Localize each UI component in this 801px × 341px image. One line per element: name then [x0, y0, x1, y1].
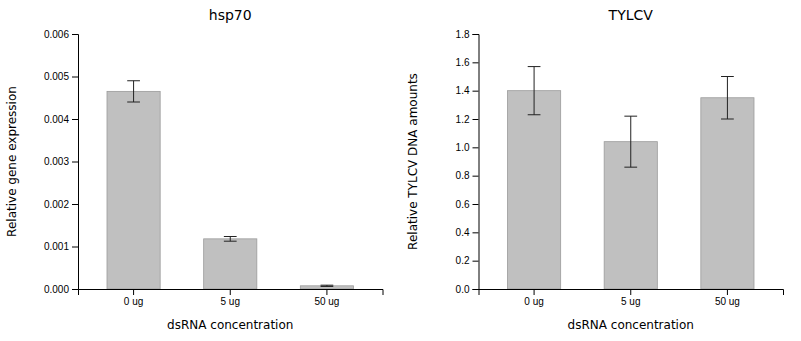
tick: 0.002 — [44, 199, 78, 210]
error-bar — [624, 116, 637, 167]
y-axis: 0.000 0.001 0.002 0.003 0.004 0.005 0.006 — [44, 29, 79, 295]
error-bar — [127, 81, 140, 102]
tick-mark — [473, 62, 479, 63]
axis-line — [473, 35, 480, 290]
tick: 1.2 — [456, 114, 479, 125]
tick-mark — [72, 77, 78, 78]
tick-mark — [473, 232, 479, 233]
tick: 0.001 — [44, 241, 78, 252]
tick-label: 1.0 — [456, 142, 470, 153]
y-axis: 0.0 0.2 0.4 0.6 0.8 1.0 1.2 1.4 1.6 1.8 — [456, 29, 479, 295]
tick: 0.004 — [44, 114, 78, 125]
bar — [701, 98, 754, 289]
panel: 0.0 0.2 0.4 0.6 0.8 1.0 1.2 1.4 1.6 1.8 0 ug 5 ug 50… — [406, 7, 784, 332]
tick-mark — [133, 289, 134, 295]
tick: 0.0 — [456, 284, 479, 295]
bar — [204, 239, 257, 289]
axis-line — [79, 290, 384, 296]
error-bar — [721, 77, 734, 120]
title: hsp70 — [209, 7, 252, 23]
tick-label: 0.004 — [44, 114, 69, 125]
tick-label: 0.001 — [44, 241, 69, 252]
tick-label: 1.8 — [456, 29, 470, 40]
tick-mark — [473, 204, 479, 205]
error-bar — [224, 237, 237, 242]
tick-mark — [72, 204, 78, 205]
tick-label: 0.002 — [44, 199, 69, 210]
tick-label: 50 ug — [314, 296, 339, 307]
tick-mark — [230, 289, 231, 295]
tick-mark — [534, 289, 535, 295]
tick-label: 0.6 — [456, 199, 470, 210]
y-axis-label: Relative TYLCV DNA amounts — [406, 73, 420, 250]
tick: 0.006 — [44, 29, 78, 40]
tick: 1.6 — [456, 57, 479, 68]
tick-label: 5 ug — [221, 296, 240, 307]
tick: 0.6 — [456, 199, 479, 210]
chart-root: 0.000 0.001 0.002 0.003 0.004 0.005 0.006 0 ug 5… — [0, 0, 801, 341]
tick: 1.4 — [456, 85, 479, 96]
x-axis-label: dsRNA concentration — [568, 318, 694, 332]
tick-mark — [72, 34, 78, 35]
plot-area — [508, 67, 755, 289]
tick-mark — [473, 147, 479, 148]
tick-mark — [473, 119, 479, 120]
tick-label: 0 ug — [524, 296, 543, 307]
axis-line — [72, 35, 79, 290]
tick-label: 0.8 — [456, 170, 470, 181]
tick-mark — [630, 289, 631, 295]
x-axis-label: dsRNA concentration — [167, 318, 293, 332]
x-axis: 0 ug 5 ug 50 ug — [479, 289, 784, 307]
tick-mark — [326, 289, 327, 295]
error-bar — [528, 67, 541, 115]
tick-mark — [72, 289, 78, 290]
tick: 50 ug — [715, 289, 740, 307]
bar — [107, 91, 160, 289]
tick-mark — [72, 119, 78, 120]
x-axis: 0 ug 5 ug 50 ug — [79, 289, 384, 307]
tick: 5 ug — [221, 289, 240, 307]
y-axis-label: Relative gene expression — [5, 86, 19, 237]
tick-label: 0.2 — [456, 255, 470, 266]
tick: 0.2 — [456, 255, 479, 266]
panel: 0.000 0.001 0.002 0.003 0.004 0.005 0.006 0 ug 5… — [5, 7, 383, 332]
tick-mark — [72, 162, 78, 163]
tick-mark — [473, 91, 479, 92]
tick: 0.000 — [44, 284, 78, 295]
tick-label: 0.000 — [44, 284, 69, 295]
tick: 0 ug — [124, 289, 143, 307]
tick: 0 ug — [524, 289, 543, 307]
tick: 50 ug — [314, 289, 339, 307]
tick-mark — [72, 247, 78, 248]
axis-line — [479, 290, 784, 296]
tick: 0.4 — [456, 227, 479, 238]
tick: 0.8 — [456, 170, 479, 181]
tick: 0.005 — [44, 71, 78, 82]
tick-label: 0.006 — [44, 29, 69, 40]
tick-label: 0.005 — [44, 71, 69, 82]
tick: 5 ug — [621, 289, 640, 307]
tick: 1.8 — [456, 29, 479, 40]
tick-label: 0.0 — [456, 284, 470, 295]
tick-mark — [473, 289, 479, 290]
title: TYLCV — [608, 7, 654, 23]
tick-mark — [473, 34, 479, 35]
tick-label: 0 ug — [124, 296, 143, 307]
tick-label: 0.003 — [44, 156, 69, 167]
tick-label: 1.6 — [456, 57, 470, 68]
tick-mark — [727, 289, 728, 295]
tick: 0.003 — [44, 156, 78, 167]
tick-label: 0.4 — [456, 227, 470, 238]
tick-label: 1.4 — [456, 85, 470, 96]
bar — [508, 91, 561, 289]
tick-mark — [473, 261, 479, 262]
bar — [300, 286, 353, 289]
tick: 1.0 — [456, 142, 479, 153]
tick-label: 5 ug — [621, 296, 640, 307]
error-bar — [321, 285, 334, 286]
tick-label: 1.2 — [456, 114, 470, 125]
plot-area — [107, 81, 354, 289]
tick-label: 50 ug — [715, 296, 740, 307]
tick-mark — [473, 176, 479, 177]
